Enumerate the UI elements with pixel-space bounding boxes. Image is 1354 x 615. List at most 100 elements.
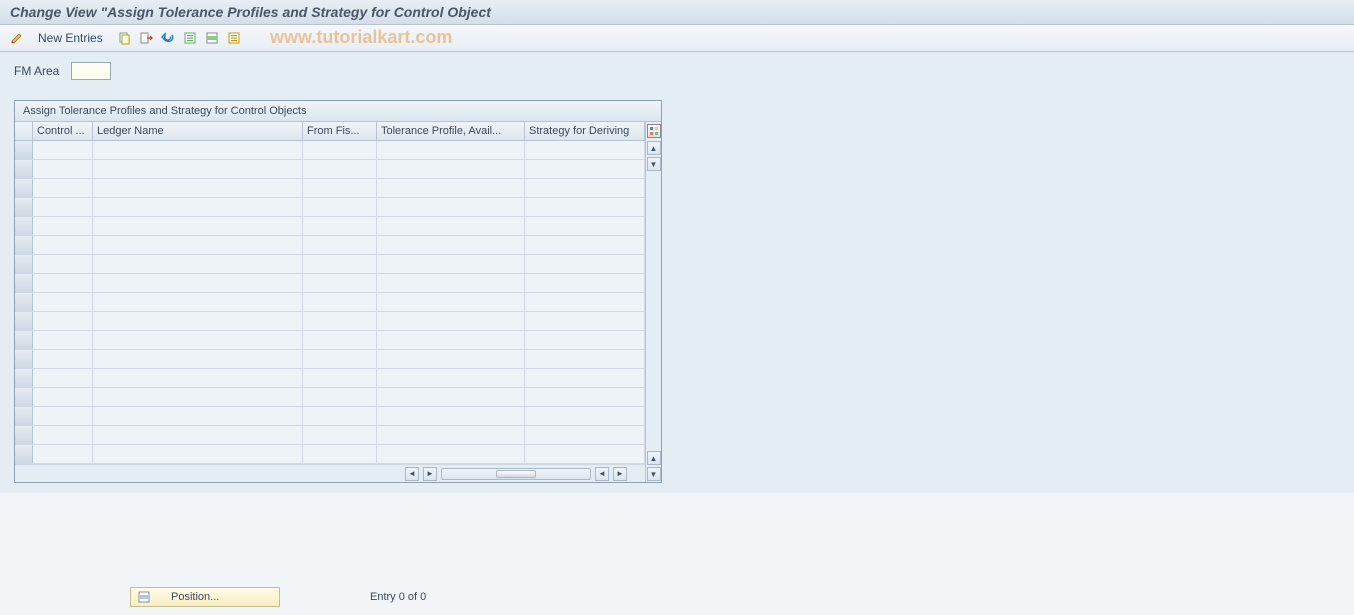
table-cell[interactable] <box>303 426 377 444</box>
pencil-toggle-icon[interactable] <box>8 29 26 47</box>
table-cell[interactable] <box>525 255 645 273</box>
hscroll-left2-button[interactable]: ◄ <box>595 467 609 481</box>
table-cell[interactable] <box>33 445 93 463</box>
table-cell[interactable] <box>93 255 303 273</box>
table-cell[interactable] <box>525 331 645 349</box>
table-cell[interactable] <box>33 179 93 197</box>
table-cell[interactable] <box>303 274 377 292</box>
table-cell[interactable] <box>525 388 645 406</box>
table-cell[interactable] <box>33 426 93 444</box>
row-selector[interactable] <box>15 141 33 159</box>
table-cell[interactable] <box>377 350 525 368</box>
table-cell[interactable] <box>303 388 377 406</box>
table-cell[interactable] <box>33 388 93 406</box>
table-cell[interactable] <box>303 369 377 387</box>
column-header[interactable]: Tolerance Profile, Avail... <box>377 122 525 140</box>
row-selector[interactable] <box>15 350 33 368</box>
table-cell[interactable] <box>303 255 377 273</box>
table-cell[interactable] <box>33 217 93 235</box>
row-selector[interactable] <box>15 198 33 216</box>
table-cell[interactable] <box>93 293 303 311</box>
table-cell[interactable] <box>525 293 645 311</box>
table-cell[interactable] <box>377 407 525 425</box>
table-cell[interactable] <box>525 274 645 292</box>
table-cell[interactable] <box>303 350 377 368</box>
row-selector[interactable] <box>15 445 33 463</box>
row-selector-header[interactable] <box>15 122 33 140</box>
table-cell[interactable] <box>525 369 645 387</box>
table-cell[interactable] <box>525 426 645 444</box>
table-cell[interactable] <box>33 141 93 159</box>
row-selector[interactable] <box>15 426 33 444</box>
vscroll-up-button[interactable]: ▲ <box>647 141 661 155</box>
deselect-all-icon[interactable] <box>225 29 243 47</box>
table-cell[interactable] <box>377 236 525 254</box>
row-selector[interactable] <box>15 236 33 254</box>
table-cell[interactable] <box>33 160 93 178</box>
table-cell[interactable] <box>93 445 303 463</box>
table-cell[interactable] <box>93 141 303 159</box>
table-cell[interactable] <box>33 369 93 387</box>
table-cell[interactable] <box>33 274 93 292</box>
table-cell[interactable] <box>377 388 525 406</box>
table-cell[interactable] <box>377 198 525 216</box>
column-header[interactable]: From Fis... <box>303 122 377 140</box>
fm-area-input[interactable] <box>71 62 111 80</box>
undo-icon[interactable] <box>159 29 177 47</box>
hscroll-left-button[interactable]: ◄ <box>405 467 419 481</box>
column-header[interactable]: Ledger Name <box>93 122 303 140</box>
select-block-icon[interactable] <box>203 29 221 47</box>
hscroll-thumb[interactable] <box>496 470 536 478</box>
table-cell[interactable] <box>377 141 525 159</box>
table-cell[interactable] <box>377 217 525 235</box>
table-cell[interactable] <box>33 198 93 216</box>
table-cell[interactable] <box>93 350 303 368</box>
vscroll-up2-button[interactable]: ▼ <box>647 157 661 171</box>
table-cell[interactable] <box>377 160 525 178</box>
table-cell[interactable] <box>93 312 303 330</box>
table-cell[interactable] <box>93 236 303 254</box>
table-cell[interactable] <box>33 331 93 349</box>
table-cell[interactable] <box>525 350 645 368</box>
table-cell[interactable] <box>525 160 645 178</box>
table-cell[interactable] <box>377 274 525 292</box>
row-selector[interactable] <box>15 407 33 425</box>
hscroll-right-button[interactable]: ► <box>423 467 437 481</box>
row-selector[interactable] <box>15 331 33 349</box>
table-cell[interactable] <box>33 293 93 311</box>
table-cell[interactable] <box>93 426 303 444</box>
table-cell[interactable] <box>525 407 645 425</box>
row-selector[interactable] <box>15 217 33 235</box>
table-cell[interactable] <box>93 160 303 178</box>
row-selector[interactable] <box>15 388 33 406</box>
table-cell[interactable] <box>303 198 377 216</box>
row-selector[interactable] <box>15 312 33 330</box>
table-cell[interactable] <box>525 141 645 159</box>
table-cell[interactable] <box>377 426 525 444</box>
column-header[interactable]: Strategy for Deriving <box>525 122 645 140</box>
table-cell[interactable] <box>93 388 303 406</box>
table-cell[interactable] <box>93 217 303 235</box>
table-cell[interactable] <box>93 369 303 387</box>
row-selector[interactable] <box>15 274 33 292</box>
table-cell[interactable] <box>377 293 525 311</box>
table-cell[interactable] <box>303 141 377 159</box>
table-cell[interactable] <box>525 198 645 216</box>
table-cell[interactable] <box>377 179 525 197</box>
row-selector[interactable] <box>15 293 33 311</box>
row-selector[interactable] <box>15 179 33 197</box>
exit-icon[interactable] <box>137 29 155 47</box>
table-cell[interactable] <box>33 255 93 273</box>
row-selector[interactable] <box>15 255 33 273</box>
table-cell[interactable] <box>303 217 377 235</box>
table-cell[interactable] <box>525 445 645 463</box>
table-cell[interactable] <box>303 236 377 254</box>
table-cell[interactable] <box>303 160 377 178</box>
row-selector[interactable] <box>15 369 33 387</box>
hscroll-track[interactable] <box>441 468 591 480</box>
table-cell[interactable] <box>93 198 303 216</box>
row-selector[interactable] <box>15 160 33 178</box>
table-settings-icon[interactable] <box>647 124 661 138</box>
select-all-icon[interactable] <box>181 29 199 47</box>
table-cell[interactable] <box>33 407 93 425</box>
